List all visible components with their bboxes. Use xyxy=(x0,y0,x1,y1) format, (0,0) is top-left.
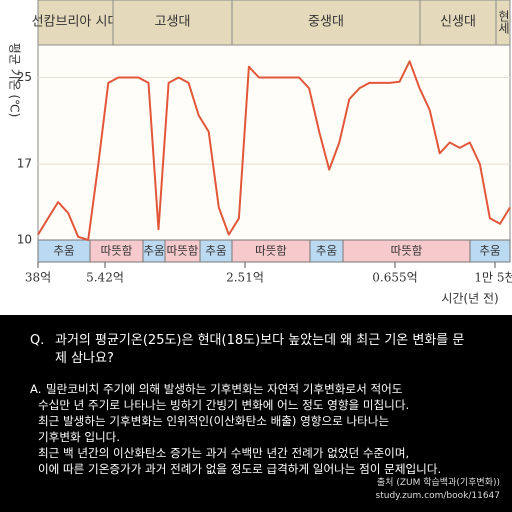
answer-line: 수십만 년 주기로 나타나는 빙하기 간빙기 변화에 어느 정도 영향을 미칩니… xyxy=(38,398,410,412)
source-line: 출처 (ZUM 학습백과(기후변화)) xyxy=(376,478,500,488)
time-label: 5.42억 xyxy=(86,271,124,285)
phase-label: 따뜻함 xyxy=(101,244,133,258)
phase-label: 따뜻함 xyxy=(255,244,287,258)
q-mark: Q. xyxy=(30,333,45,348)
era-label: 중생대 xyxy=(308,15,344,30)
answer-line: 기후변화 입니다. xyxy=(38,430,121,444)
x-axis-title: 시간(년 전) xyxy=(441,292,498,306)
y-axis-title: 평균 기온 (℃) xyxy=(8,43,22,118)
answer-line: 최근 백 년간의 이산화탄소 증가는 과거 수백만 년간 전례가 없었던 수준이… xyxy=(38,446,410,460)
y-tick-label: 17 xyxy=(17,157,32,171)
answer-line: 최근 발생하는 기후변화는 인위적인(이산화탄소 배출) 영향으로 나타나는 xyxy=(38,414,390,428)
source-line: study.zum.com/book/11647 xyxy=(375,491,500,501)
time-label: 38억 xyxy=(25,271,51,285)
era-band xyxy=(419,0,497,46)
time-label: 1만 5천 xyxy=(474,270,512,285)
phase-band xyxy=(469,239,511,263)
answer-line: 이에 따른 기온증가가 과거 전례가 없을 정도로 급격하게 일어나는 점이 문… xyxy=(38,462,442,476)
time-label: 0.655억 xyxy=(372,271,417,285)
phase-label: 추움 xyxy=(143,244,164,258)
question-line: 과거의 평균기온(25도)은 현대(18도)보다 높았는데 왜 최근 기온 변화… xyxy=(55,333,465,348)
phase-label: 추움 xyxy=(479,244,500,258)
y-tick-label: 25 xyxy=(17,70,32,84)
era-label: 선캄브리아 시대 xyxy=(32,15,120,30)
phase-label: 따뜻함 xyxy=(167,244,199,258)
era-band xyxy=(37,0,114,46)
era-label: 고생대 xyxy=(155,15,191,30)
y-tick-label: 10 xyxy=(17,233,32,247)
question-line: 제 삼나요? xyxy=(55,351,114,366)
era-label: 현세 xyxy=(497,10,511,34)
qa-section: Q. 과거의 평균기온(25도)은 현대(18도)보다 높았는데 왜 최근 기온 … xyxy=(0,315,512,512)
answer-line: 밀란코비치 주기에 의해 발생하는 기후변화는 자연적 기후변화로서 적어도 xyxy=(46,382,403,396)
phase-label: 추움 xyxy=(53,244,74,258)
era-label: 신생대 xyxy=(440,15,476,30)
era-band xyxy=(495,0,511,46)
phase-label: 추움 xyxy=(205,244,226,258)
temperature-line xyxy=(37,60,511,241)
phase-label: 따뜻함 xyxy=(391,244,423,258)
era-band xyxy=(112,0,233,46)
a-mark: A. xyxy=(30,382,42,396)
time-label: 2.51억 xyxy=(226,271,264,285)
phase-label: 추움 xyxy=(316,244,337,258)
